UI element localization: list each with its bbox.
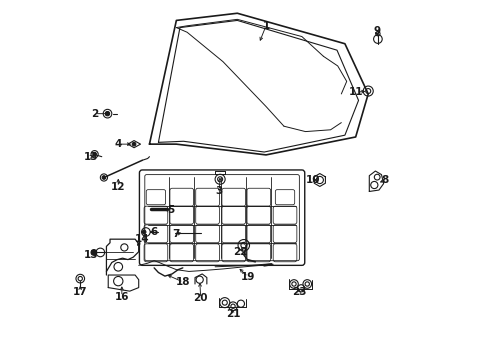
Text: 4: 4 — [114, 139, 122, 149]
Text: 13: 13 — [83, 152, 98, 162]
Text: 23: 23 — [291, 287, 305, 297]
Text: 5: 5 — [167, 206, 174, 216]
Text: 20: 20 — [193, 293, 207, 303]
Text: 15: 15 — [83, 250, 98, 260]
Text: 6: 6 — [150, 227, 158, 237]
Text: 17: 17 — [73, 287, 87, 297]
Text: 7: 7 — [172, 229, 180, 239]
Text: 9: 9 — [373, 26, 380, 36]
Text: 11: 11 — [348, 87, 363, 97]
Text: 2: 2 — [91, 109, 98, 119]
Text: 8: 8 — [381, 175, 388, 185]
Circle shape — [102, 176, 105, 179]
Circle shape — [91, 249, 97, 255]
Text: 18: 18 — [176, 277, 190, 287]
Text: 14: 14 — [135, 234, 149, 244]
Circle shape — [105, 112, 109, 116]
Polygon shape — [128, 140, 140, 148]
Text: 12: 12 — [111, 182, 125, 192]
Text: 3: 3 — [215, 186, 223, 196]
Circle shape — [142, 230, 145, 234]
Text: 22: 22 — [232, 247, 247, 257]
Text: 1: 1 — [262, 21, 269, 31]
Circle shape — [132, 142, 136, 146]
Text: 16: 16 — [114, 292, 129, 302]
Text: 10: 10 — [305, 175, 319, 185]
Circle shape — [93, 152, 96, 156]
Text: 21: 21 — [225, 310, 240, 319]
Text: 19: 19 — [241, 272, 255, 282]
